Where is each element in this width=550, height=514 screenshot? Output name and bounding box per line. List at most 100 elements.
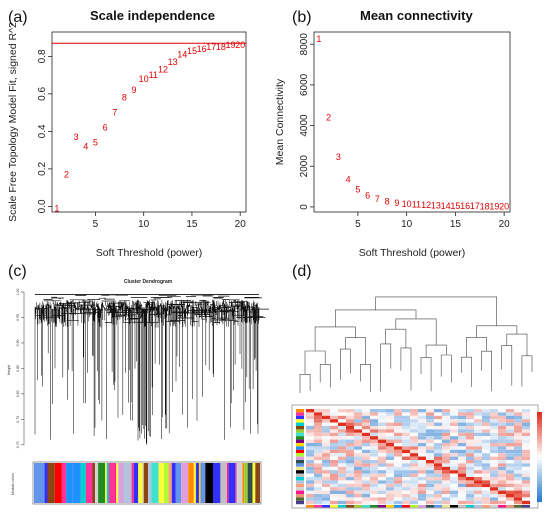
heatmap-cell [314, 443, 322, 447]
heatmap-cell [322, 487, 330, 491]
heatmap-cell [394, 429, 402, 433]
heatmap-cell [426, 439, 434, 443]
heatmap-cell [490, 480, 498, 484]
module-color-key [370, 505, 378, 508]
heatmap-cell [498, 449, 506, 454]
heatmap-cell [362, 487, 370, 491]
heatmap-cell [394, 473, 402, 477]
heatmap-cell [338, 426, 346, 430]
heatmap-cell [522, 436, 530, 440]
heatmap-cell [482, 439, 490, 443]
legend-step [537, 433, 542, 437]
y-axis-label: Mean Connectivity [274, 78, 286, 165]
heatmap-cell [402, 429, 410, 433]
heatmap-cell [402, 439, 410, 443]
heatmap-cell [354, 419, 362, 423]
heatmap-cell [306, 446, 314, 450]
heatmap-cell [338, 494, 346, 498]
heatmap-cell [418, 490, 426, 494]
x-tick-label: 20 [235, 219, 247, 230]
heatmap-cell [450, 480, 458, 484]
heatmap-cell [346, 432, 354, 437]
heatmap-cell [458, 429, 466, 433]
heatmap-cell [426, 453, 434, 457]
heatmap-cell [314, 446, 322, 450]
heatmap-cell [362, 473, 370, 477]
heatmap-cell [442, 443, 450, 447]
module-color-segment [105, 463, 107, 503]
heatmap-cell [466, 429, 474, 433]
heatmap-cell [394, 500, 402, 505]
heatmap-cell [362, 415, 370, 420]
heatmap-cell [418, 477, 426, 481]
heatmap-cell [426, 412, 434, 416]
heatmap-cell [330, 497, 338, 501]
heatmap-cell [490, 436, 498, 440]
module-color-key [296, 436, 304, 440]
module-color-key [498, 505, 506, 508]
heatmap-cell [394, 426, 402, 430]
heatmap-cell [426, 419, 434, 423]
heatmap-cell [354, 487, 362, 491]
heatmap-cell [514, 409, 522, 413]
heatmap-cell [458, 466, 466, 471]
heatmap-cell [370, 494, 378, 498]
heatmap-cell [482, 436, 490, 440]
y-tick-label: 0.70 [16, 441, 20, 448]
heatmap-cell [506, 480, 514, 484]
heatmap-cell [410, 449, 418, 454]
heatmap-cell [386, 500, 394, 505]
heatmap-cell [354, 415, 362, 420]
y-tick-label: 6000 [299, 73, 310, 96]
heatmap-cell [346, 419, 354, 423]
heatmap-cell [450, 409, 458, 413]
heatmap-cell [490, 500, 498, 505]
heatmap-cell [338, 422, 346, 426]
heatmap-cell [442, 409, 450, 413]
heatmap-cell [490, 460, 498, 464]
module-color-key [296, 453, 304, 457]
heatmap-cell [330, 456, 338, 460]
heatmap-cell [426, 470, 434, 474]
heatmap-cell [402, 432, 410, 437]
heatmap-cell [482, 426, 490, 430]
heatmap-cell [498, 436, 506, 440]
heatmap-cell [482, 480, 490, 484]
panel-d-label: (d) [292, 263, 312, 280]
module-color-segment [106, 463, 109, 503]
heatmap-cell [434, 470, 442, 474]
heatmap-cell [338, 490, 346, 494]
module-color-key [346, 505, 354, 508]
heatmap-cell [450, 456, 458, 460]
heatmap-cell [490, 443, 498, 447]
y-tick-label: 0.80 [16, 390, 20, 397]
heatmap-cell [450, 419, 458, 423]
module-color-key [296, 429, 304, 433]
y-tick-label: 0 [299, 204, 310, 210]
heatmap-cell [346, 443, 354, 447]
heatmap-cell [506, 412, 514, 416]
heatmap-cell [498, 497, 506, 501]
heatmap-cell [306, 487, 314, 491]
heatmap-cell [370, 422, 378, 426]
heatmap-cell [354, 453, 362, 457]
heatmap-cell [362, 429, 370, 433]
heatmap-cell [370, 490, 378, 494]
heatmap-cell [522, 453, 530, 457]
module-color-key [474, 505, 482, 508]
heatmap-cell [354, 426, 362, 430]
heatmap-cell [394, 439, 402, 443]
heatmap-cell [498, 432, 506, 437]
heatmap-cell [514, 443, 522, 447]
heatmap-cell [466, 456, 474, 460]
heatmap-cell [346, 426, 354, 430]
heatmap-cell [458, 432, 466, 437]
heatmap-cell [338, 477, 346, 481]
module-color-segment [164, 463, 169, 503]
x-tick-label: 5 [355, 219, 361, 230]
heatmap-cell [514, 432, 522, 437]
heatmap-cell [330, 429, 338, 433]
heatmap-cell [306, 443, 314, 447]
heatmap-cell [490, 463, 498, 467]
